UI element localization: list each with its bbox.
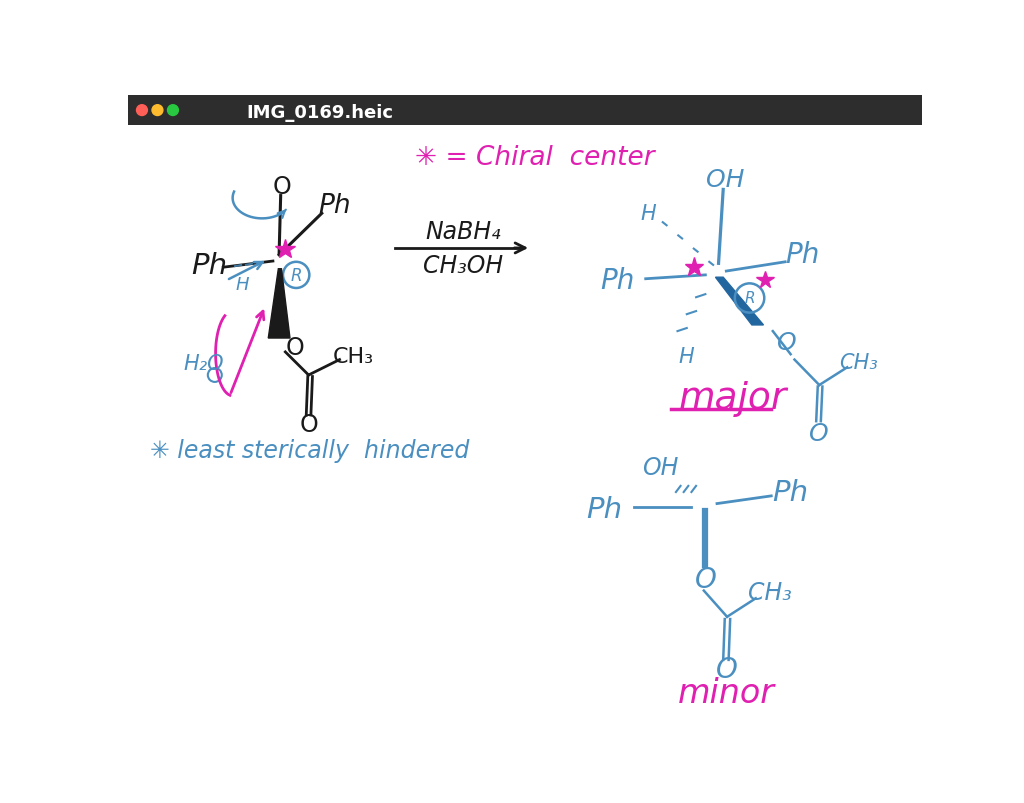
Text: Ph: Ph	[772, 479, 809, 507]
Bar	[128, 96, 922, 125]
Polygon shape	[716, 278, 764, 325]
Text: O: O	[272, 174, 292, 198]
Circle shape	[136, 105, 147, 116]
Text: ✳ least sterically  hindered: ✳ least sterically hindered	[150, 438, 469, 462]
Text: IMG_0169.heic: IMG_0169.heic	[247, 104, 393, 121]
Text: Ph: Ph	[785, 241, 819, 269]
Text: H₂O: H₂O	[183, 353, 224, 373]
Circle shape	[168, 105, 178, 116]
Text: Ph: Ph	[601, 267, 635, 295]
Text: CH₃: CH₃	[748, 581, 792, 605]
Text: minor: minor	[678, 676, 775, 709]
Text: O: O	[716, 655, 738, 683]
Text: NaBH₄: NaBH₄	[425, 220, 501, 243]
Polygon shape	[268, 269, 290, 339]
Text: OH: OH	[706, 168, 744, 191]
Text: CH₃OH: CH₃OH	[423, 254, 503, 278]
Text: ✳ = Chiral  center: ✳ = Chiral center	[415, 145, 654, 171]
Text: CH₃: CH₃	[333, 346, 374, 366]
Text: R: R	[291, 267, 302, 284]
Text: H: H	[641, 204, 656, 224]
Circle shape	[152, 105, 163, 116]
Text: O: O	[777, 331, 797, 354]
Text: O: O	[286, 336, 304, 360]
Text: O: O	[299, 413, 317, 437]
Text: O: O	[810, 422, 829, 445]
Text: H: H	[236, 275, 249, 294]
Text: O: O	[694, 565, 717, 593]
Text: Ph: Ph	[587, 495, 623, 524]
Text: Ph: Ph	[191, 251, 227, 279]
Text: OH: OH	[642, 456, 679, 480]
Text: Ph: Ph	[318, 193, 351, 218]
Text: R: R	[744, 291, 755, 306]
Text: CH₃: CH₃	[840, 353, 879, 373]
Text: major: major	[678, 381, 786, 417]
Text: H: H	[678, 346, 694, 366]
